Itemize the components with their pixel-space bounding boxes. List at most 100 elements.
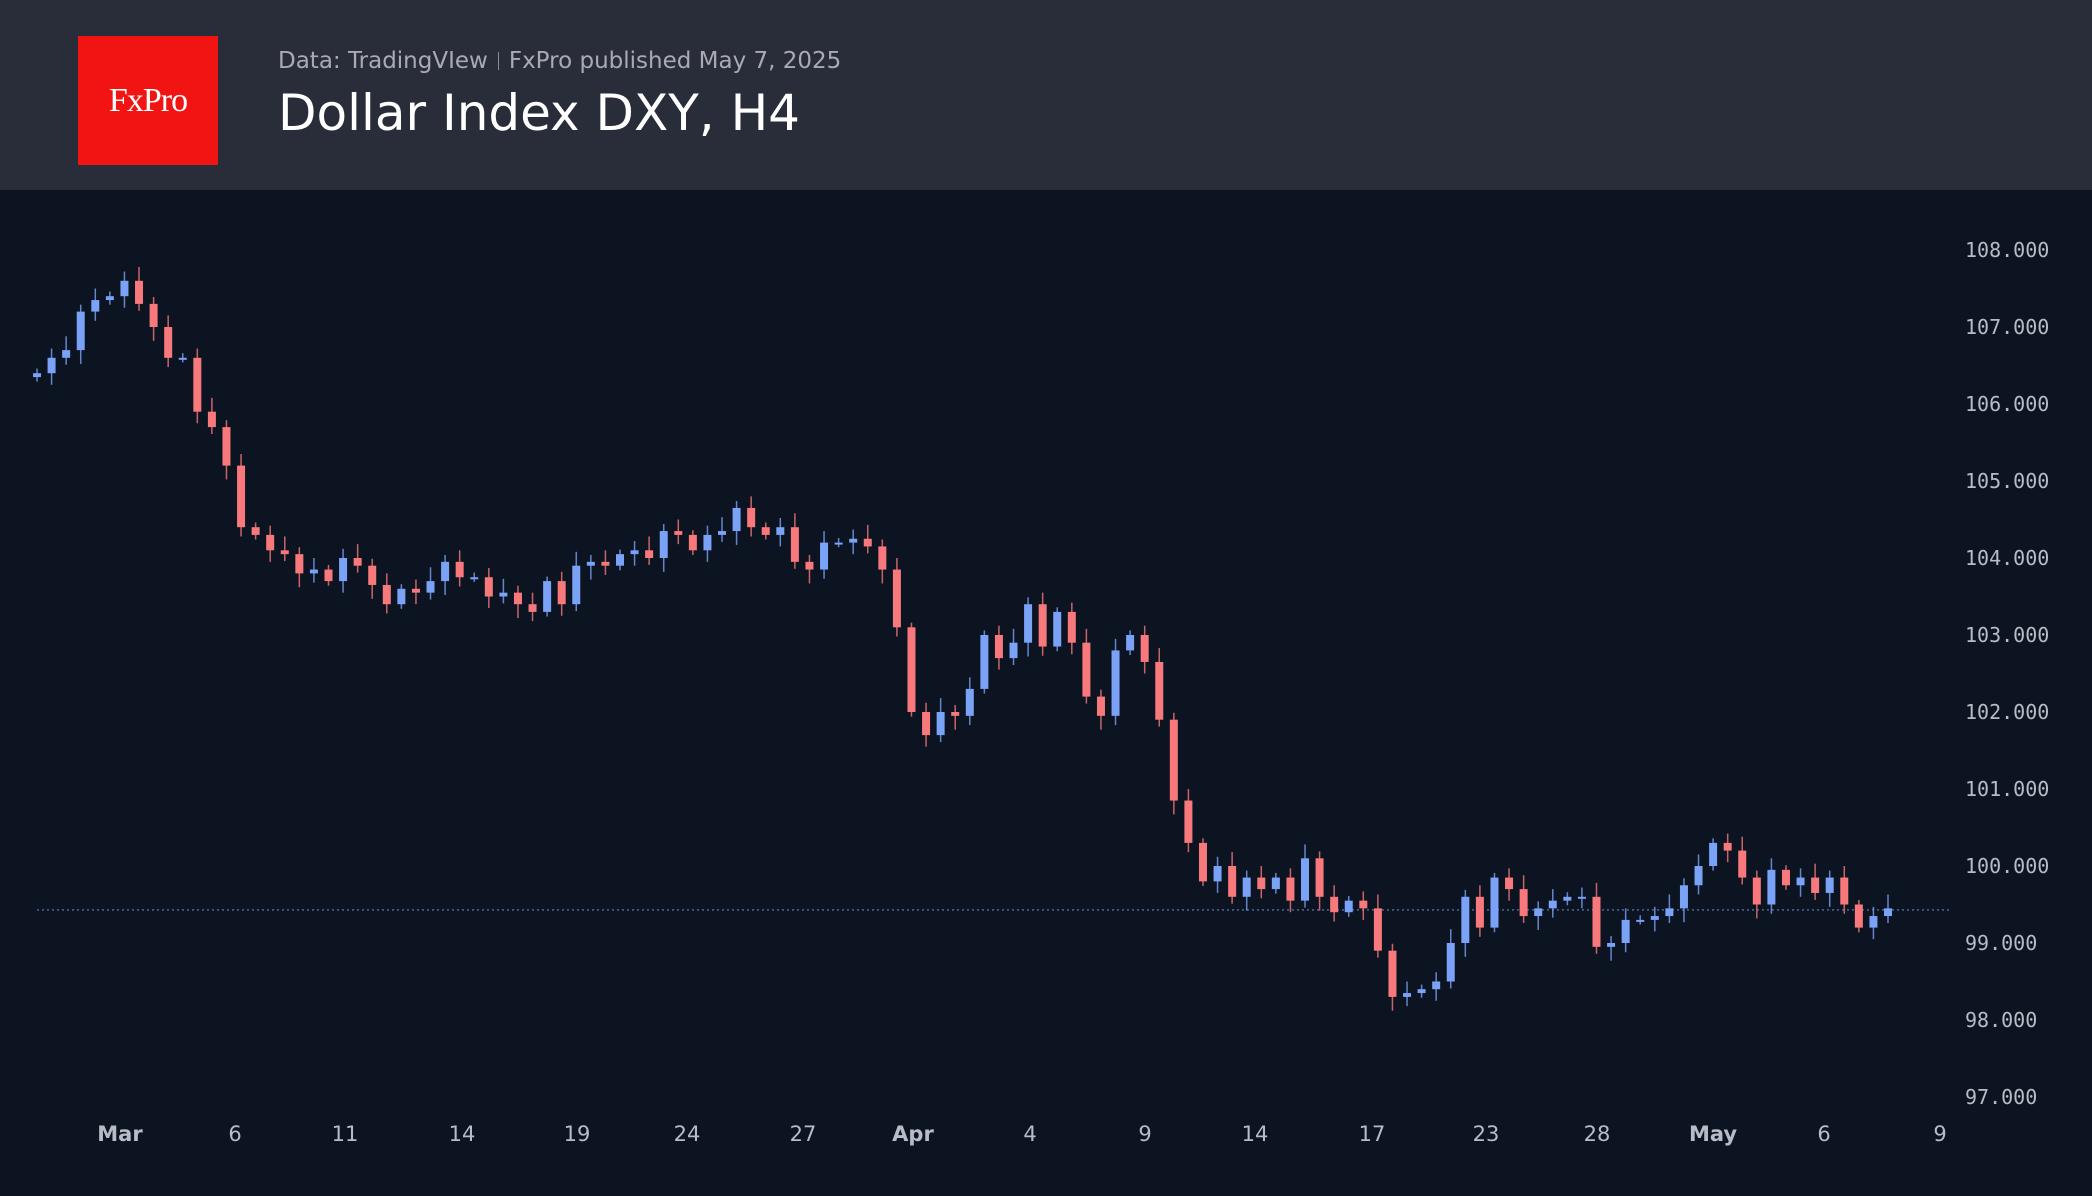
- candle-down: [1257, 877, 1266, 890]
- fxpro-logo: FxPro: [78, 36, 218, 165]
- candle-down: [237, 465, 246, 528]
- candle-down: [761, 527, 770, 535]
- candle-down: [1155, 661, 1164, 720]
- candle-down: [1475, 896, 1484, 928]
- candle-down: [1330, 896, 1339, 913]
- candle-down: [790, 527, 799, 562]
- candle-down: [1067, 611, 1076, 643]
- candle-up: [1577, 896, 1586, 899]
- candle-down: [280, 550, 289, 555]
- candle-down: [149, 303, 158, 327]
- y-tick-label: 108.000: [1965, 238, 2049, 262]
- candle-up: [834, 542, 843, 545]
- x-tick-label: 14: [449, 1122, 476, 1146]
- candle-up: [1825, 877, 1834, 893]
- x-tick-label: 28: [1584, 1122, 1611, 1146]
- x-tick-label: 9: [1138, 1122, 1151, 1146]
- candle-up: [397, 588, 406, 605]
- candle-up: [1024, 604, 1033, 643]
- x-tick-label: 14: [1242, 1122, 1269, 1146]
- candle-down: [557, 581, 566, 605]
- candle-up: [426, 581, 435, 593]
- candle-up: [1417, 989, 1426, 994]
- x-tick-label: 19: [564, 1122, 591, 1146]
- candle-up: [47, 357, 56, 374]
- candle-down: [382, 584, 391, 605]
- candle-down: [1723, 842, 1732, 851]
- candle-up: [1242, 877, 1251, 897]
- candle-down: [1388, 950, 1397, 997]
- candle-down: [222, 427, 231, 466]
- candle-up: [1111, 650, 1120, 716]
- published-date: FxPro published May 7, 2025: [508, 48, 842, 74]
- candle-down: [1096, 696, 1105, 716]
- candle-up: [703, 534, 712, 551]
- candle-down: [411, 588, 420, 593]
- candle-up: [1548, 900, 1557, 909]
- candle-up: [1621, 919, 1630, 943]
- candle-up: [1446, 943, 1455, 982]
- candle-down: [951, 712, 960, 716]
- candle-up: [1563, 896, 1572, 901]
- y-tick-label: 107.000: [1965, 315, 2049, 339]
- x-tick-label: 9: [1933, 1122, 1946, 1146]
- candle-up: [1679, 885, 1688, 909]
- candle-up: [1607, 943, 1616, 947]
- candle-up: [470, 577, 479, 580]
- candle-down: [878, 546, 887, 570]
- candle-up: [1767, 869, 1776, 905]
- x-tick-label: 6: [228, 1122, 241, 1146]
- candle-up: [1213, 866, 1222, 882]
- candle-down: [1854, 904, 1863, 928]
- candle-up: [965, 688, 974, 716]
- candle-down: [1752, 877, 1761, 905]
- candle-down: [1359, 900, 1368, 909]
- candle-up: [1271, 877, 1280, 890]
- y-tick-label: 104.000: [1965, 546, 2049, 570]
- candle-down: [907, 627, 916, 712]
- candle-up: [1301, 858, 1310, 901]
- candle-up: [980, 635, 989, 689]
- y-tick-label: 106.000: [1965, 392, 2049, 416]
- candle-up: [499, 592, 508, 597]
- candle-down: [1505, 877, 1514, 890]
- candle-down: [1373, 908, 1382, 951]
- logo-text: FxPro: [108, 81, 188, 119]
- candle-up: [1884, 908, 1892, 917]
- candle-down: [484, 577, 493, 597]
- candle-up: [732, 507, 741, 532]
- candle-up: [1432, 981, 1441, 990]
- candle-down: [1519, 889, 1528, 917]
- candle-down: [1592, 896, 1601, 947]
- candle-down: [922, 712, 931, 736]
- x-tick-label: 4: [1023, 1122, 1036, 1146]
- candle-up: [1665, 908, 1674, 917]
- candle-up: [91, 300, 100, 312]
- y-tick-label: 100.000: [1965, 854, 2049, 878]
- candle-up: [1344, 900, 1353, 913]
- candle-down: [1140, 635, 1149, 662]
- candle-down: [295, 554, 304, 574]
- candle-down: [324, 569, 333, 582]
- candle-up: [62, 350, 71, 358]
- candle-up: [1053, 611, 1062, 647]
- candle-down: [1781, 869, 1790, 886]
- candle-down: [528, 604, 537, 612]
- candle-up: [1650, 916, 1659, 920]
- x-tick-label: 6: [1817, 1122, 1830, 1146]
- candle-up: [543, 581, 552, 612]
- candle-up: [1490, 877, 1499, 928]
- candle-up: [1403, 993, 1412, 997]
- x-tick-label: 24: [674, 1122, 701, 1146]
- candle-down: [688, 534, 697, 551]
- x-tick-label: 27: [790, 1122, 817, 1146]
- candle-up: [309, 569, 318, 574]
- candle-down: [1811, 877, 1820, 893]
- candle-up: [849, 538, 858, 543]
- candle-up: [615, 554, 624, 566]
- candle-up: [1694, 866, 1703, 886]
- candle-up: [178, 357, 187, 360]
- y-tick-label: 99.000: [1965, 931, 2037, 955]
- x-tick-label: 23: [1473, 1122, 1500, 1146]
- candle-up: [936, 712, 945, 736]
